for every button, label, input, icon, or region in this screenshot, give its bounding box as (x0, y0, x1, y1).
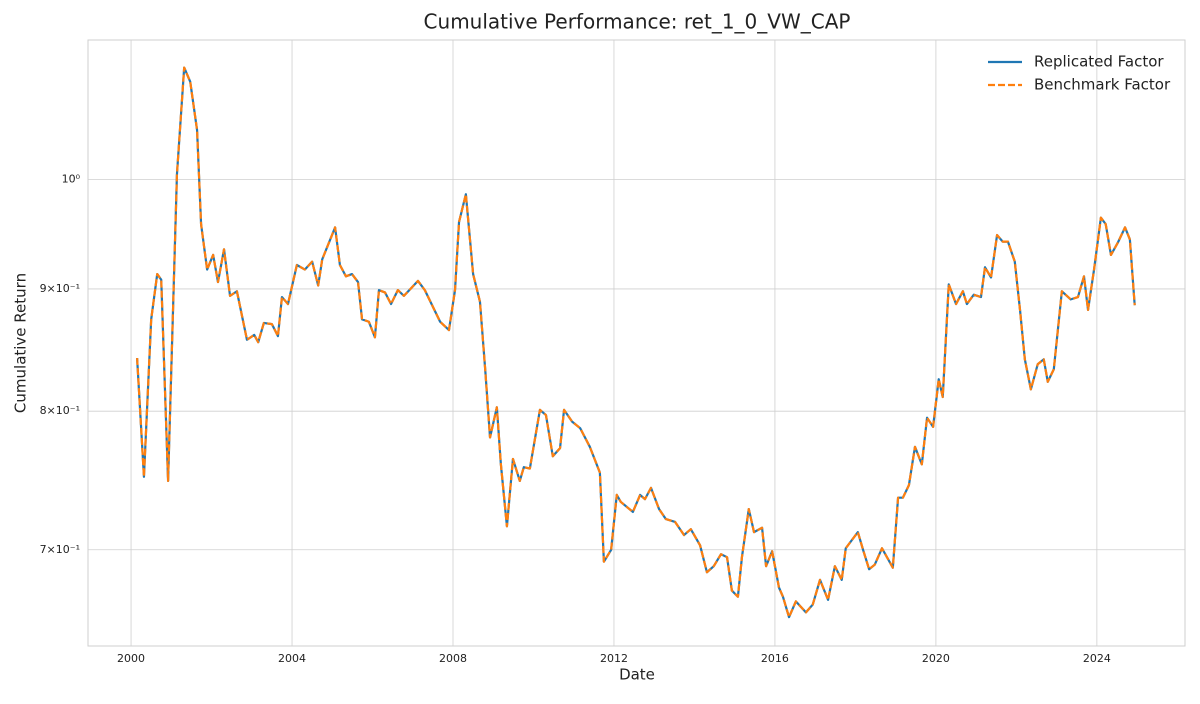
x-axis-label: Date (619, 666, 655, 684)
x-tick-label: 2016 (761, 652, 789, 665)
x-tick-label: 2012 (600, 652, 628, 665)
x-tick-label: 2004 (278, 652, 306, 665)
x-tick-label: 2024 (1083, 652, 1111, 665)
chart-title: Cumulative Performance: ret_1_0_VW_CAP (424, 10, 851, 34)
x-tick-label: 2008 (439, 652, 467, 665)
y-tick-label: 8×10⁻¹ (40, 404, 80, 417)
y-tick-label: 10⁰ (62, 173, 81, 186)
series-line (136, 66, 1136, 619)
legend-label: Benchmark Factor (1034, 76, 1171, 94)
x-tick-label: 2020 (922, 652, 950, 665)
y-tick-label: 7×10⁻¹ (40, 543, 80, 556)
x-tick-label: 2000 (117, 652, 145, 665)
y-axis-label: Cumulative Return (12, 273, 30, 413)
legend-label: Replicated Factor (1034, 53, 1164, 71)
plot-frame (87, 39, 1186, 647)
y-tick-label: 9×10⁻¹ (40, 282, 80, 295)
